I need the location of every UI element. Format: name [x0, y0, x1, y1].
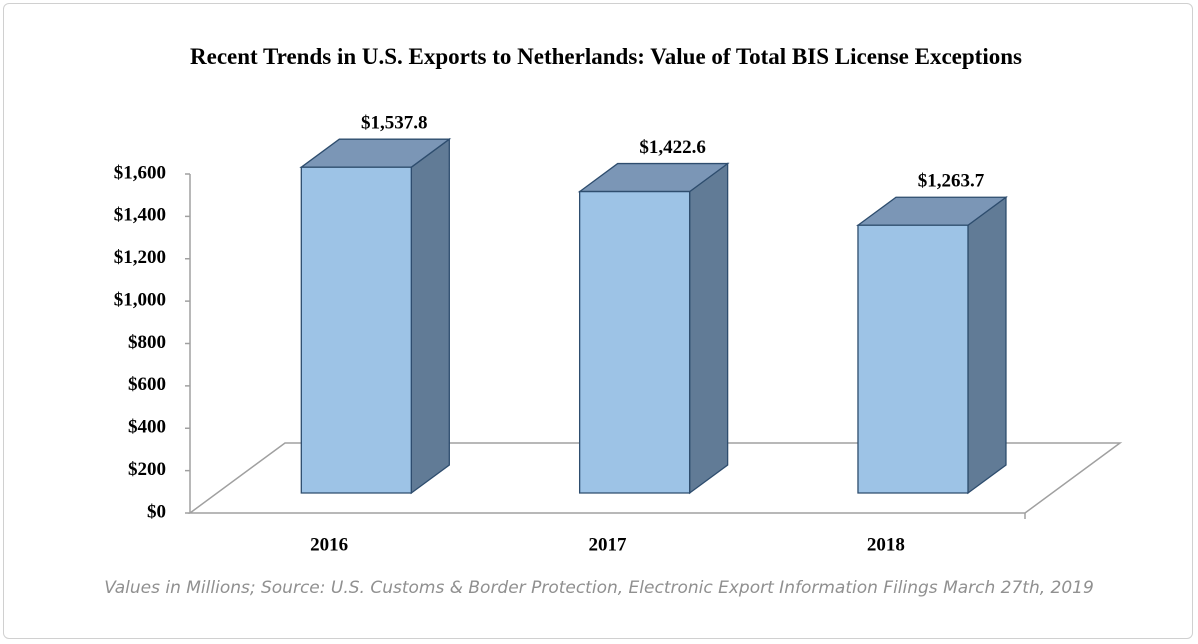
chart-frame	[3, 3, 1193, 639]
bar	[577, 162, 730, 495]
chart-title: Recent Trends in U.S. Exports to Netherl…	[190, 44, 1022, 69]
bar-side	[688, 162, 729, 495]
x-tick-label: 2018	[867, 534, 905, 555]
floor	[187, 442, 1123, 514]
bar-front	[578, 190, 691, 494]
y-tick-label: $0	[147, 501, 166, 522]
source-note: Values in Millions; Source: U.S. Customs…	[104, 578, 1094, 598]
x-tick-label: 2017	[589, 534, 628, 555]
y-tick-label: $200	[128, 459, 166, 480]
bar-front	[857, 224, 969, 494]
y-tick-label: $1,600	[114, 162, 166, 183]
y-tick-label: $1,400	[114, 205, 166, 226]
value-label: $1,537.8	[361, 113, 428, 134]
x-tick-label: 2016	[310, 534, 348, 555]
bar-side	[410, 137, 450, 495]
value-label: $1,263.7	[918, 171, 985, 192]
y-tick-label: $800	[128, 332, 166, 353]
y-tick-label: $600	[128, 374, 166, 395]
bar-front	[300, 166, 412, 494]
y-tick-label: $1,000	[114, 289, 166, 310]
bar	[299, 137, 452, 495]
y-tick-label: $400	[128, 417, 166, 438]
bar	[855, 195, 1008, 495]
bar-side	[967, 195, 1007, 495]
value-label: $1,422.6	[639, 137, 706, 158]
y-tick-label: $1,200	[114, 247, 166, 268]
